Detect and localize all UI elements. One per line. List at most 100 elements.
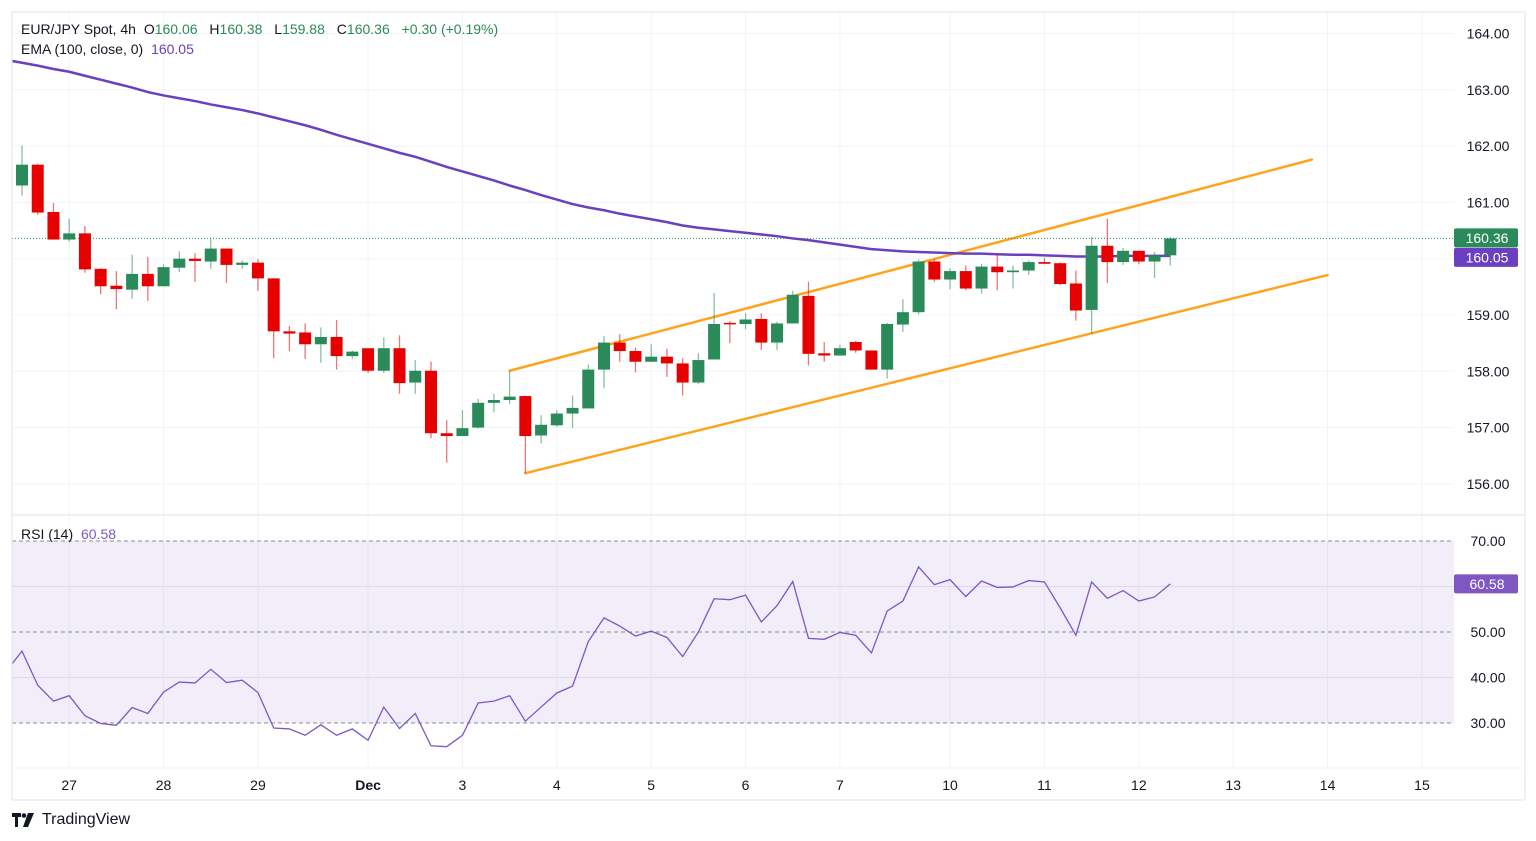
candle-body bbox=[676, 363, 689, 383]
candle-body bbox=[975, 266, 988, 289]
candle bbox=[204, 238, 217, 269]
candle bbox=[189, 253, 202, 282]
candle-body bbox=[802, 295, 815, 354]
candle-body bbox=[912, 261, 925, 313]
candle bbox=[362, 348, 375, 373]
candle bbox=[582, 364, 595, 409]
candle bbox=[598, 335, 611, 389]
time-tick-label: 27 bbox=[61, 777, 77, 793]
candle-body bbox=[629, 351, 642, 362]
candle bbox=[975, 263, 988, 294]
candle bbox=[912, 259, 925, 315]
candle-body bbox=[1101, 245, 1114, 263]
candle-body bbox=[708, 324, 721, 360]
candle bbox=[755, 313, 768, 350]
ema-price-tag-bg bbox=[1454, 247, 1518, 267]
candle bbox=[519, 395, 532, 474]
tradingview-logo-icon bbox=[12, 813, 34, 827]
candle-body bbox=[660, 356, 673, 364]
axes[interactable]: 164.00 163.00 162.00 161.00 159.00 158.00 157.… bbox=[61, 26, 1518, 794]
high-value: 160.38 bbox=[219, 21, 263, 37]
time-tick-label: Dec bbox=[355, 777, 381, 793]
candle-body bbox=[330, 336, 343, 357]
candle bbox=[251, 259, 264, 291]
rsi-tick-label: 30.00 bbox=[1470, 715, 1505, 731]
candle-body bbox=[31, 164, 44, 213]
candle-body bbox=[566, 407, 579, 414]
candle bbox=[424, 361, 437, 439]
candle-body bbox=[849, 342, 862, 351]
candle-body bbox=[173, 258, 186, 268]
candle-body bbox=[739, 319, 752, 325]
candle bbox=[1117, 248, 1130, 265]
candle-body bbox=[189, 258, 202, 261]
rsi-tick-label: 70.00 bbox=[1470, 533, 1505, 549]
grid bbox=[12, 12, 1454, 768]
candle-body bbox=[959, 271, 972, 289]
candle bbox=[409, 360, 422, 394]
candle-body bbox=[550, 413, 563, 426]
candle bbox=[833, 344, 846, 356]
candle bbox=[157, 264, 170, 287]
close-label: C bbox=[336, 21, 347, 37]
trend-channel[interactable] bbox=[508, 158, 1329, 475]
candle bbox=[487, 393, 500, 413]
candle-body bbox=[204, 248, 217, 262]
candle bbox=[1101, 218, 1114, 283]
time-tick-label: 10 bbox=[942, 777, 958, 793]
candle bbox=[47, 202, 60, 240]
price-tick-label: 163.00 bbox=[1467, 82, 1510, 98]
time-tick-label: 7 bbox=[836, 777, 844, 793]
price-tick-label: 159.00 bbox=[1467, 307, 1510, 323]
candle bbox=[771, 321, 784, 350]
time-tick-label: 3 bbox=[459, 777, 467, 793]
candle-body bbox=[78, 233, 91, 270]
candle bbox=[944, 268, 957, 290]
candle-body bbox=[1022, 262, 1035, 271]
candle bbox=[1054, 262, 1067, 286]
time-tick-label: 5 bbox=[647, 777, 655, 793]
tradingview-logo[interactable]: TradingView bbox=[12, 811, 130, 829]
rsi-value: 60.58 bbox=[81, 526, 117, 542]
change-value: +0.30 (+0.19%) bbox=[401, 21, 499, 37]
candle bbox=[456, 410, 469, 437]
candle bbox=[818, 342, 831, 362]
symbol-legend: EUR/JPY Spot, 4h O160.06 H160.38 L159.88… bbox=[21, 21, 502, 37]
candle-body bbox=[299, 332, 312, 345]
candle bbox=[739, 313, 752, 330]
candle-body bbox=[613, 342, 626, 352]
candle-body bbox=[393, 348, 406, 384]
channel-trendline[interactable] bbox=[508, 158, 1314, 372]
price-tick-label: 156.00 bbox=[1467, 476, 1510, 492]
time-tick-label: 14 bbox=[1320, 777, 1336, 793]
high-field: H160.38 bbox=[209, 21, 266, 37]
candle bbox=[236, 260, 249, 269]
candle bbox=[472, 398, 485, 429]
candle-body bbox=[991, 266, 1004, 273]
candle-body bbox=[141, 273, 154, 287]
candle-body bbox=[440, 433, 453, 437]
rsi-value-tag-bg bbox=[1454, 574, 1518, 594]
candle bbox=[126, 254, 139, 299]
time-tick-label: 6 bbox=[742, 777, 750, 793]
time-tick-label: 29 bbox=[250, 777, 266, 793]
candle-body bbox=[1132, 250, 1145, 262]
channel-trendline[interactable] bbox=[524, 273, 1329, 475]
candle bbox=[1085, 236, 1098, 335]
candle-body bbox=[881, 324, 894, 370]
candle bbox=[928, 259, 941, 282]
candle bbox=[220, 248, 233, 283]
candle-body bbox=[1006, 270, 1019, 273]
candle-body bbox=[535, 424, 548, 436]
candle-body bbox=[503, 396, 516, 401]
candle-body bbox=[377, 348, 390, 371]
candle bbox=[723, 321, 736, 344]
open-field: O160.06 bbox=[144, 21, 202, 37]
candle bbox=[1069, 270, 1082, 321]
candle bbox=[708, 293, 721, 360]
candle-body bbox=[236, 262, 249, 265]
candle-body bbox=[1148, 255, 1161, 262]
candle-body bbox=[157, 267, 170, 287]
candle bbox=[1038, 258, 1051, 265]
